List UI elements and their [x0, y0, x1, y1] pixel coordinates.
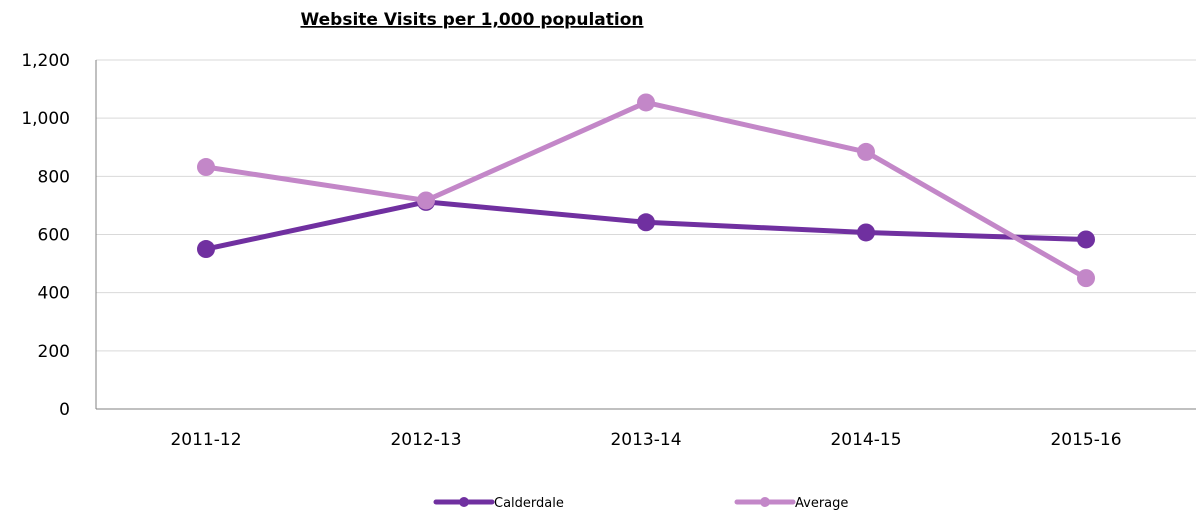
chart-title: Website Visits per 1,000 population: [300, 10, 643, 30]
data-point-calderdale: [1077, 230, 1095, 249]
y-tick-label: 200: [38, 342, 70, 362]
series-calderdale: [197, 192, 1095, 259]
legend-swatch-marker: [459, 497, 469, 507]
data-point-calderdale: [197, 240, 215, 259]
legend-item-calderdale: Calderdale: [433, 496, 564, 511]
data-point-average: [1077, 269, 1095, 288]
x-tick-label: 2015-16: [1050, 430, 1121, 450]
y-tick-label: 600: [38, 226, 70, 246]
legend-label: Average: [795, 496, 848, 511]
legend-swatch-marker: [760, 497, 770, 507]
data-point-average: [417, 191, 435, 210]
plot-area: [197, 93, 1095, 288]
axes: 0 200 400 600 800 1,000 1,200 2011-12 2012-13 201…: [21, 51, 1196, 450]
y-tick-label: 1,200: [21, 51, 70, 71]
legend-item-average: Average: [734, 496, 848, 511]
series-average: [197, 93, 1095, 288]
data-point-average: [857, 142, 875, 161]
x-tick-label: 2014-15: [830, 430, 901, 450]
legend: Calderdale Average: [433, 496, 848, 511]
series-line-average: [203, 99, 1089, 281]
data-point-calderdale: [857, 223, 875, 242]
x-tick-label: 2012-13: [390, 430, 461, 450]
legend-label: Calderdale: [494, 496, 564, 511]
y-tick-label: 1,000: [21, 109, 70, 129]
data-point-calderdale: [637, 213, 655, 232]
x-tick-label: 2013-14: [610, 430, 681, 450]
y-tick-label: 0: [59, 400, 70, 420]
y-tick-label: 400: [38, 284, 70, 304]
data-point-average: [197, 158, 215, 177]
x-tick-label: 2011-12: [170, 430, 241, 450]
data-point-average: [637, 93, 655, 112]
y-tick-label: 800: [38, 167, 70, 187]
